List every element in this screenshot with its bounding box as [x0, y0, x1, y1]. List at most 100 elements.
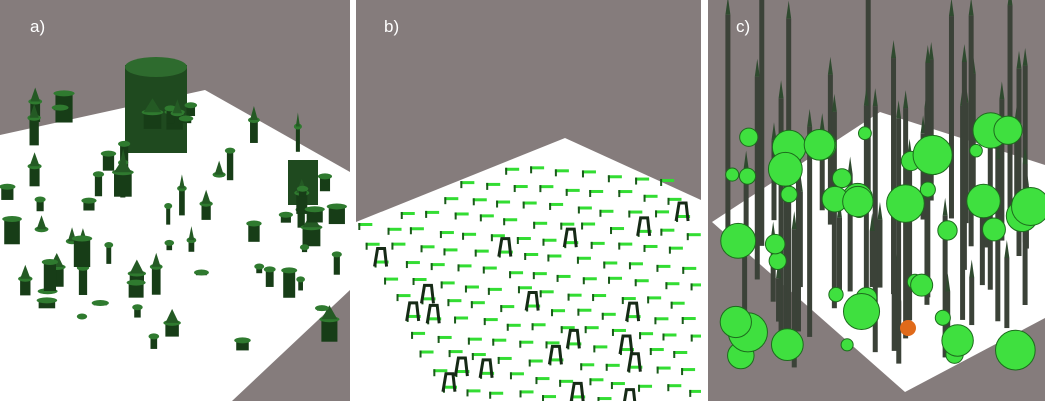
panel-c: c) [708, 0, 1045, 401]
leg [583, 277, 585, 284]
cylinder-top [127, 280, 146, 286]
sphere [887, 185, 925, 223]
leg [655, 210, 657, 217]
bar-piece [491, 234, 505, 237]
cylinder-top [2, 216, 22, 222]
leg [561, 326, 563, 333]
tower-top [125, 57, 187, 77]
spike [837, 218, 842, 298]
bar-piece [608, 277, 622, 280]
bar-piece [466, 389, 480, 392]
cylinder-top [104, 242, 113, 248]
sphere [832, 169, 851, 188]
leg [486, 183, 488, 190]
sphere [771, 329, 803, 361]
leg [671, 302, 673, 309]
cylinder [179, 188, 185, 215]
bar-piece [518, 286, 532, 289]
bar-piece [533, 222, 547, 225]
cylinder [227, 151, 233, 181]
bar-piece [622, 297, 636, 300]
bar-piece [465, 285, 479, 288]
bar-piece [639, 332, 653, 335]
leg [533, 272, 535, 279]
bar-piece [520, 390, 534, 393]
bar-piece [647, 296, 661, 299]
leg [611, 382, 613, 389]
leg [401, 212, 403, 219]
cylinder [30, 118, 39, 146]
leg [665, 282, 667, 289]
sphere [911, 274, 933, 296]
leg [384, 278, 386, 285]
bar-piece [358, 223, 372, 226]
cylinder-top [93, 171, 104, 177]
leg [650, 348, 652, 355]
bar-piece [542, 395, 556, 398]
leg [420, 351, 422, 358]
leg [466, 389, 468, 396]
leg [500, 305, 502, 312]
bar-piece [580, 363, 594, 366]
bar-piece [411, 332, 425, 335]
bar-piece [671, 302, 685, 305]
bar-piece [492, 339, 506, 342]
bar-piece [599, 210, 613, 213]
bar-piece [384, 278, 398, 281]
leg [517, 237, 519, 244]
bar-piece [514, 185, 528, 188]
bar-piece [496, 201, 510, 204]
leg [540, 290, 542, 297]
cylinder-top [327, 203, 347, 209]
leg [644, 195, 646, 202]
cylinder-top [281, 267, 297, 273]
leg [535, 377, 537, 384]
leg [433, 369, 435, 376]
cylinder-top [305, 206, 325, 212]
sphere [740, 128, 758, 146]
cylinder-top [42, 259, 58, 265]
bar-piece [438, 336, 452, 339]
leg [406, 261, 408, 268]
leg [441, 281, 443, 288]
bar-piece [654, 317, 668, 320]
leg [597, 397, 599, 401]
bar-piece [484, 318, 498, 321]
leg [458, 264, 460, 271]
panel-label: c) [736, 17, 750, 36]
leg [662, 333, 664, 340]
cylinder-top [279, 212, 293, 218]
cylinder-top [77, 314, 87, 320]
leg [566, 189, 568, 196]
cylinder-top [52, 105, 69, 111]
bar-piece [603, 261, 617, 264]
bar-piece [608, 175, 622, 178]
bar-piece [628, 211, 642, 214]
bar-piece [523, 202, 537, 205]
bar-piece [591, 242, 605, 245]
page: a) b) c) (() => { const data = JSON.pars… [0, 0, 1045, 401]
cylinder-top [297, 186, 308, 192]
leg [689, 390, 691, 397]
bar-piece [638, 385, 652, 388]
bar-piece [468, 338, 482, 341]
bar-piece [440, 231, 454, 234]
leg [510, 372, 512, 379]
leg [471, 301, 473, 308]
leg [447, 299, 449, 306]
bar-piece [691, 283, 705, 286]
bar-piece [388, 228, 402, 231]
sphere [994, 116, 1022, 144]
bar-piece [682, 317, 696, 320]
leg [589, 378, 591, 385]
bar-piece [530, 166, 544, 169]
bar-piece [505, 168, 519, 171]
leg [449, 350, 451, 357]
leg [484, 318, 486, 325]
bar-piece [589, 190, 603, 193]
leg [635, 178, 637, 185]
bar-piece [431, 263, 445, 266]
cylinder-top [246, 221, 261, 227]
bar-piece [444, 197, 458, 200]
spike [870, 231, 875, 287]
